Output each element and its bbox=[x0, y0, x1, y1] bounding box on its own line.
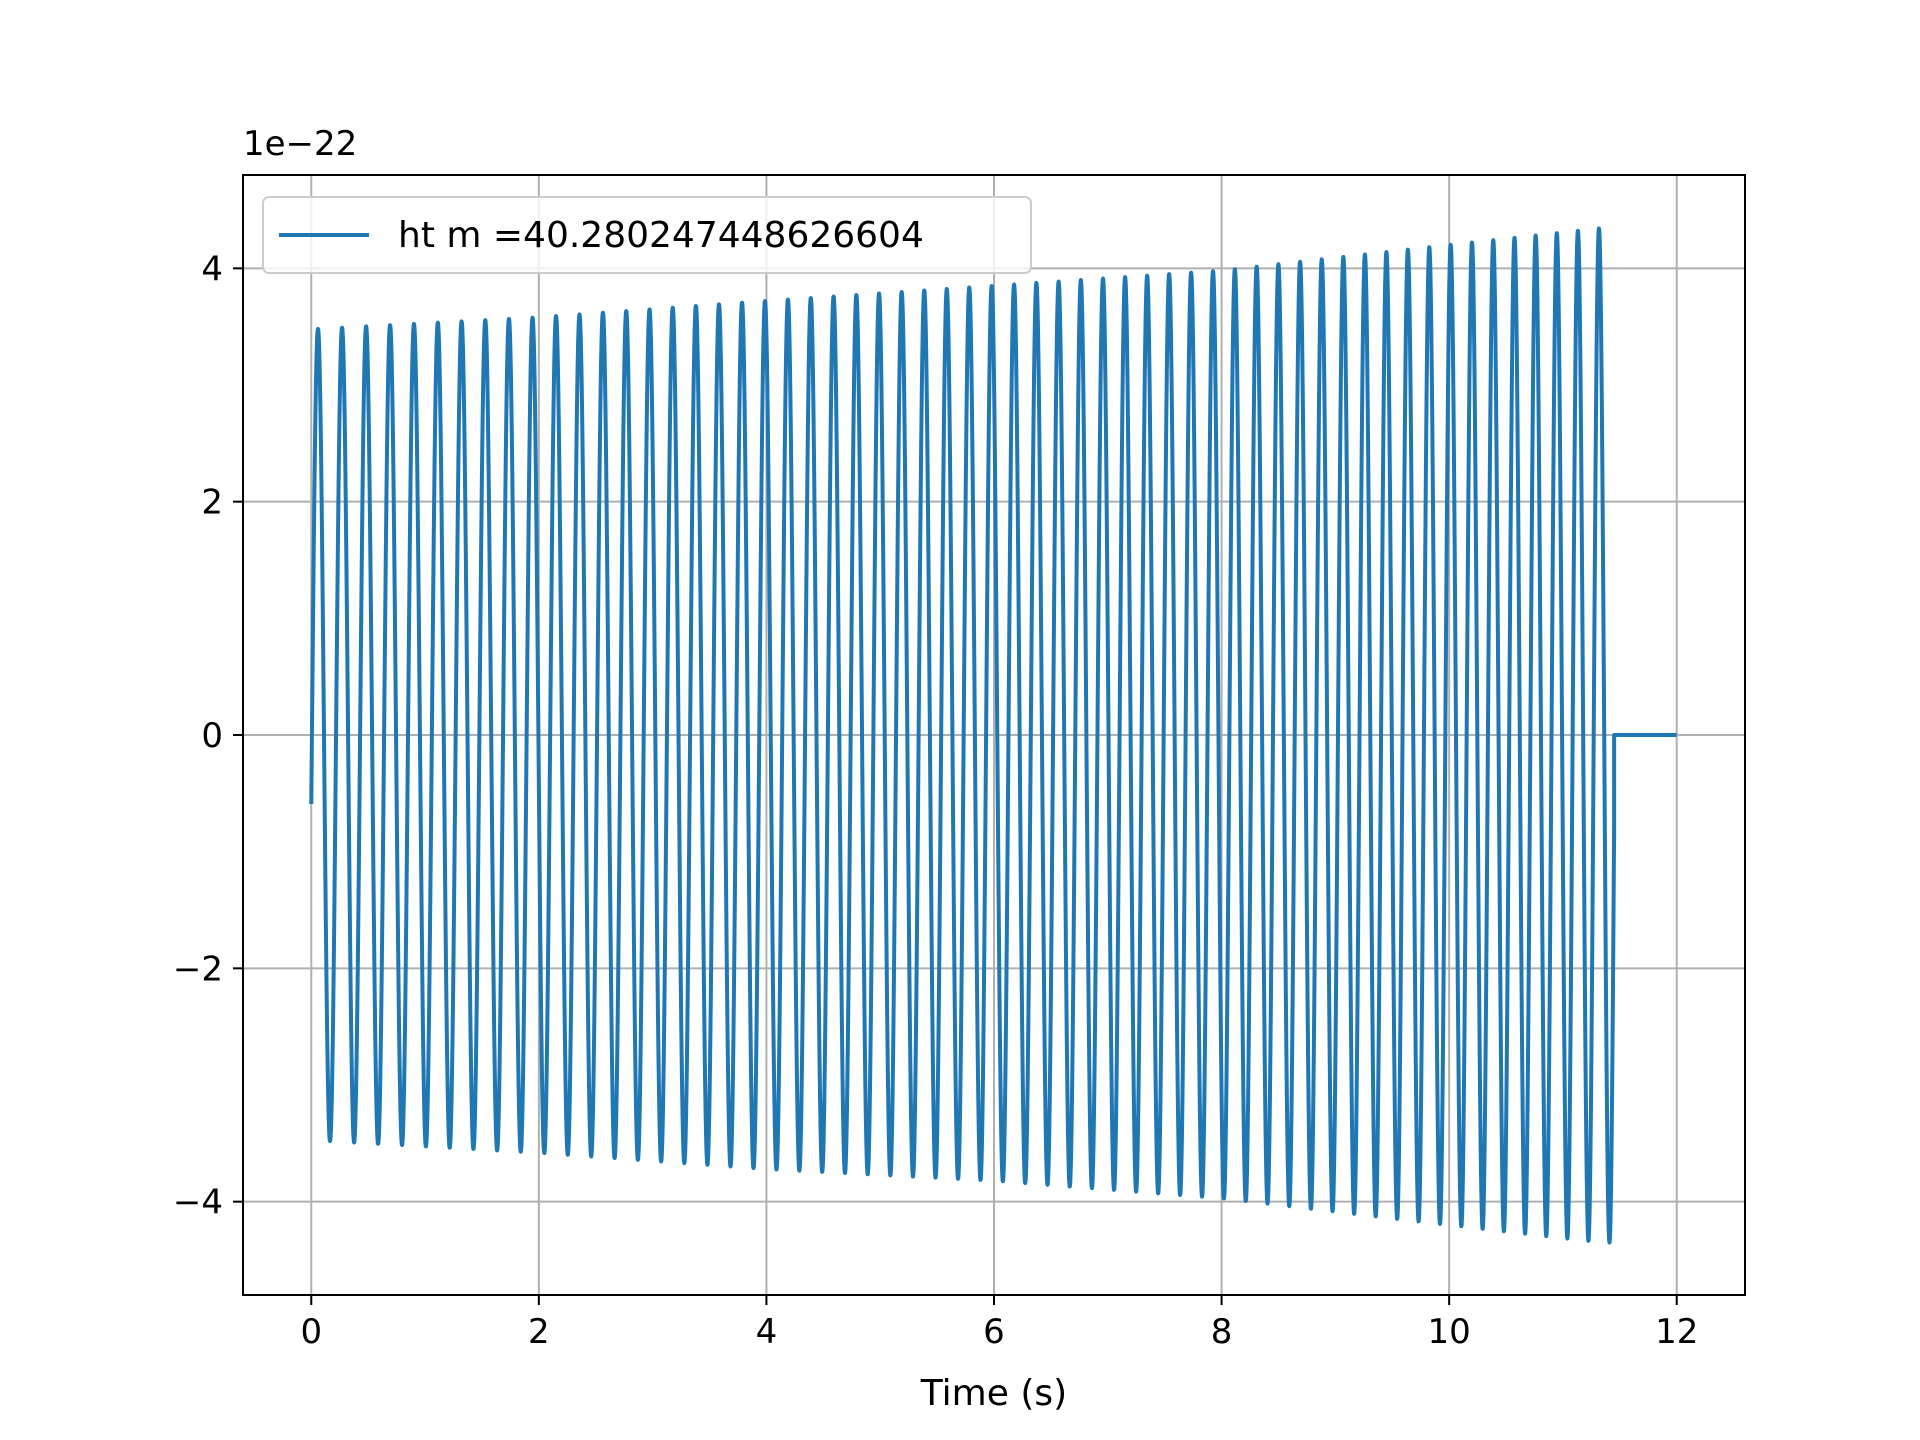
y-tick-label: 0 bbox=[201, 716, 223, 756]
legend-box bbox=[262, 196, 1032, 274]
x-axis-label: Time (s) bbox=[920, 1373, 1067, 1414]
x-tick-label: 10 bbox=[1428, 1312, 1471, 1352]
y-tick-label: 2 bbox=[201, 483, 223, 523]
x-tick-label: 8 bbox=[1211, 1312, 1233, 1352]
series-line bbox=[309, 226, 1677, 1245]
legend: ht m =40.280247448626604 bbox=[262, 196, 1032, 274]
y-axis: −4 −2 0 2 4 bbox=[173, 249, 243, 1223]
y-tick-label: −4 bbox=[173, 1183, 223, 1223]
legend-label: ht m =40.280247448626604 bbox=[398, 215, 924, 256]
y-tick-label: 4 bbox=[201, 249, 223, 289]
x-tick-label: 2 bbox=[528, 1312, 550, 1352]
x-tick-label: 6 bbox=[983, 1312, 1005, 1352]
series-layer bbox=[309, 226, 1677, 1245]
x-axis: 0 2 4 6 8 10 12 bbox=[300, 1295, 1698, 1352]
y-tick-label: −2 bbox=[173, 949, 223, 989]
x-tick-label: 4 bbox=[756, 1312, 778, 1352]
x-tick-label: 12 bbox=[1655, 1312, 1698, 1352]
x-tick-label: 0 bbox=[300, 1312, 322, 1352]
y-offset-label: 1e−22 bbox=[243, 124, 357, 164]
